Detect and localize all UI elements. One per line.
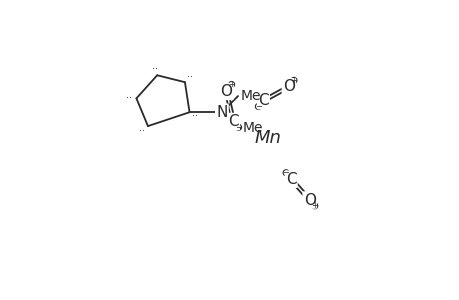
Text: ··: ··	[186, 73, 192, 82]
Text: −: −	[235, 123, 241, 132]
Text: Me: Me	[242, 122, 263, 135]
Text: N: N	[216, 105, 227, 120]
Text: ··: ··	[192, 111, 198, 121]
Text: ··: ··	[126, 93, 132, 103]
Text: +: +	[228, 80, 235, 89]
Text: O: O	[282, 79, 294, 94]
Text: Mn: Mn	[254, 129, 281, 147]
Text: −: −	[254, 102, 261, 111]
Text: Me: Me	[240, 89, 260, 103]
Text: ··: ··	[151, 64, 157, 74]
Text: O: O	[220, 84, 232, 99]
Text: −: −	[282, 168, 289, 177]
Text: +: +	[311, 201, 318, 210]
Text: C: C	[285, 172, 296, 187]
Text: C: C	[257, 93, 268, 108]
Text: ··: ··	[139, 126, 145, 136]
Text: +: +	[290, 76, 297, 85]
Text: O: O	[303, 193, 315, 208]
Text: C: C	[228, 114, 238, 129]
